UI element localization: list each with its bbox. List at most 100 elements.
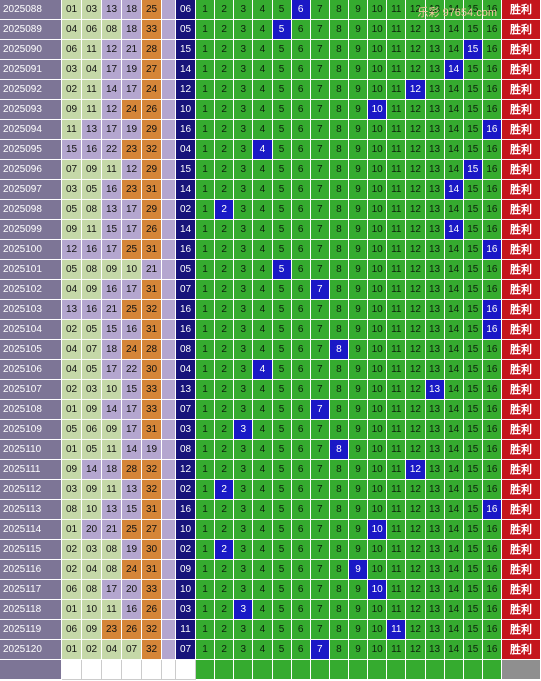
trend-cell: 13 (425, 620, 445, 640)
issue-number: 2025103 (0, 300, 62, 320)
trend-cell: 13 (425, 0, 445, 20)
spacer-cell (162, 80, 176, 100)
trend-cell: 9 (349, 620, 369, 640)
red-ball-number: 09 (82, 400, 102, 420)
red-ball-number: 02 (62, 320, 82, 340)
red-ball-number: 13 (82, 120, 102, 140)
issue-number: 2025106 (0, 360, 62, 380)
trend-cell: 5 (272, 200, 292, 220)
spacer-cell (162, 500, 176, 520)
trend-cell: 12 (406, 400, 426, 420)
trend-cell: 14 (444, 200, 464, 220)
red-ball-number: 01 (62, 440, 82, 460)
trend-cell: 8 (329, 280, 349, 300)
trend-cell: 15 (463, 220, 483, 240)
trend-cell: 8 (329, 460, 349, 480)
trend-cell: 1 (196, 0, 216, 20)
trend-cell: 16 (482, 160, 502, 180)
trend-cell: 1 (196, 120, 216, 140)
trend-cell: 2 (215, 520, 235, 540)
trend-cell: 10 (368, 360, 388, 380)
trend-cell: 10 (368, 280, 388, 300)
trend-cell: 15 (463, 620, 483, 640)
trend-cell: 10 (368, 400, 388, 420)
trend-cell: 4 (253, 0, 273, 20)
red-ball-number: 17 (122, 420, 142, 440)
trend-cell: 5 (272, 100, 292, 120)
trend-cell: 15 (463, 580, 483, 600)
red-ball-number: 09 (82, 160, 102, 180)
trend-cell: 6 (291, 40, 311, 60)
trend-cell: 10 (368, 40, 388, 60)
red-ball-number: 03 (82, 0, 102, 20)
red-ball-number: 09 (62, 460, 82, 480)
trend-cell: 2 (215, 0, 235, 20)
trend-hit-cell: 12 (406, 80, 426, 100)
trend-cell: 3 (234, 140, 254, 160)
trend-cell: 9 (349, 520, 369, 540)
spacer-cell (162, 20, 176, 40)
trend-cell: 7 (310, 540, 330, 560)
trend-cell: 13 (425, 120, 445, 140)
trend-cell: 1 (196, 20, 216, 40)
trend-cell: 16 (482, 380, 502, 400)
trend-cell: 1 (196, 60, 216, 80)
trend-cell: 8 (329, 640, 349, 660)
trend-cell: 2 (215, 40, 235, 60)
red-ball-number: 27 (142, 60, 162, 80)
red-ball-number: 25 (142, 0, 162, 20)
trend-cell: 11 (387, 400, 407, 420)
blue-ball-number: 09 (176, 560, 196, 580)
blue-ball-number: 08 (176, 440, 196, 460)
issue-number: 2025113 (0, 500, 62, 520)
red-ball-number: 24 (122, 340, 142, 360)
spacer-cell (162, 480, 176, 500)
spacer-cell (162, 600, 176, 620)
empty-number-cell (142, 660, 162, 680)
trend-cell: 5 (272, 40, 292, 60)
trend-cell: 8 (329, 300, 349, 320)
trend-cell: 15 (463, 280, 483, 300)
trend-cell: 6 (291, 320, 311, 340)
red-ball-number: 17 (122, 220, 142, 240)
red-ball-number: 16 (82, 300, 102, 320)
trend-cell: 4 (253, 300, 273, 320)
red-ball-number: 05 (82, 440, 102, 460)
win-badge: 胜利 (502, 180, 541, 200)
trend-cell: 7 (310, 300, 330, 320)
trend-cell: 3 (234, 340, 254, 360)
trend-cell: 14 (444, 400, 464, 420)
trend-cell: 1 (196, 380, 216, 400)
trend-cell: 2 (215, 320, 235, 340)
issue-number: 2025118 (0, 600, 62, 620)
issue-number: 2025112 (0, 480, 62, 500)
trend-cell: 6 (291, 540, 311, 560)
trend-hit-cell: 5 (272, 260, 292, 280)
red-ball-number: 24 (122, 560, 142, 580)
trend-cell: 13 (425, 420, 445, 440)
trend-cell: 11 (387, 40, 407, 60)
trend-cell: 4 (253, 340, 273, 360)
trend-cell: 8 (329, 160, 349, 180)
blue-ball-number: 15 (176, 40, 196, 60)
blue-ball-number: 15 (176, 160, 196, 180)
red-ball-number: 27 (142, 520, 162, 540)
red-ball-number: 25 (122, 240, 142, 260)
trend-cell: 6 (291, 380, 311, 400)
trend-cell: 16 (482, 60, 502, 80)
spacer-cell (162, 60, 176, 80)
red-ball-number: 26 (142, 600, 162, 620)
trend-cell: 6 (291, 160, 311, 180)
trend-cell: 5 (272, 340, 292, 360)
trend-cell: 7 (310, 500, 330, 520)
trend-cell: 15 (463, 180, 483, 200)
red-ball-number: 04 (62, 20, 82, 40)
trend-cell: 10 (368, 480, 388, 500)
trend-cell: 11 (387, 140, 407, 160)
red-ball-number: 02 (62, 540, 82, 560)
trend-cell: 8 (329, 560, 349, 580)
trend-cell: 15 (463, 20, 483, 40)
trend-cell: 15 (463, 340, 483, 360)
trend-cell: 16 (482, 280, 502, 300)
red-ball-number: 07 (62, 160, 82, 180)
